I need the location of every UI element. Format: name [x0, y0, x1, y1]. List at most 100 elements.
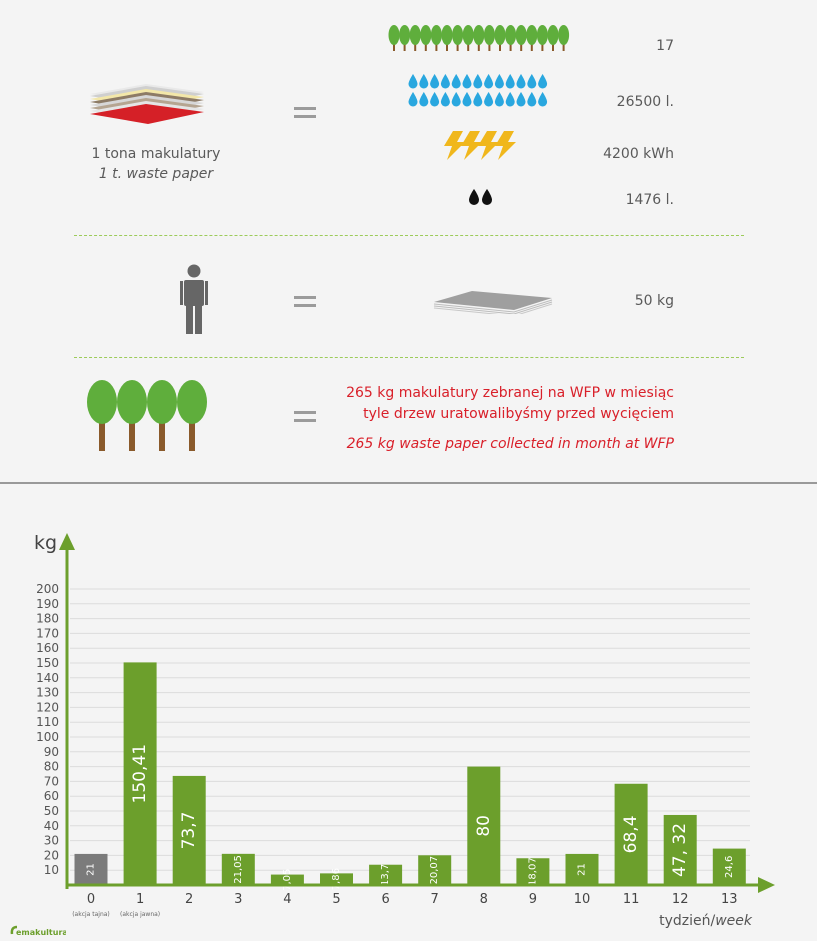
tree-trunk [520, 40, 523, 51]
tree-crown [117, 380, 147, 424]
tree-crown [177, 380, 207, 424]
paper-stack-icon [90, 84, 204, 124]
x-tick-label: 10 [574, 892, 591, 907]
bar-chart: 1020304050607080901001101201301401501601… [34, 532, 775, 929]
logo-text: emakultura [16, 928, 66, 937]
y-tick-label: 100 [36, 730, 59, 744]
tree-trunk [499, 40, 501, 51]
x-tick-label: 6 [381, 892, 389, 907]
y-tick-label: 170 [36, 626, 59, 640]
y-axis-arrow [59, 533, 75, 550]
tree-trunk [530, 40, 533, 51]
bar [565, 853, 599, 885]
water-drop [505, 92, 515, 107]
bar-value-label: 68,4 [621, 815, 641, 853]
tree-trunk [446, 40, 448, 51]
bar [712, 848, 746, 885]
water-drop [484, 92, 494, 107]
x-tick-label: 0 [87, 892, 95, 907]
y-tick-label: 160 [36, 641, 59, 655]
bar-value-label: 21 [86, 863, 97, 876]
bar-value-label: 21 [577, 863, 588, 876]
equals-sign [294, 107, 316, 110]
equals-sign [294, 304, 316, 307]
y-tick-label: 190 [36, 597, 59, 611]
water-drop [505, 74, 515, 89]
bar-value-label: 13,7 [380, 864, 391, 886]
bar [172, 775, 206, 885]
water-drop [440, 74, 450, 89]
tree-icon [388, 25, 570, 51]
section-divider [0, 482, 817, 484]
tree-crown [399, 25, 411, 45]
tree-crown [483, 25, 495, 45]
y-tick-label: 50 [44, 804, 59, 818]
bar-value-label: 21,05 [233, 855, 244, 884]
tree-trunk [129, 418, 135, 451]
water-drop [408, 92, 418, 107]
y-tick-label: 200 [36, 582, 59, 596]
x-tick-label: 11 [623, 892, 640, 907]
y-tick-label: 40 [44, 819, 59, 833]
x-sub-label: (akcja tajna) [72, 911, 110, 918]
water-drop [462, 92, 472, 107]
tree-trunk [477, 40, 480, 51]
tree-crown [420, 25, 432, 45]
y-tick-label: 110 [36, 715, 59, 729]
water-drop [527, 74, 537, 89]
y-tick-label: 20 [44, 848, 59, 862]
lightning-icon [444, 131, 516, 160]
water-drop [462, 74, 472, 89]
water-value: 26500 l. [616, 94, 674, 110]
tree-crown [473, 25, 485, 45]
paper-caption-en: 1 t. waste paper [98, 166, 214, 182]
oil-value: 1476 l. [625, 192, 674, 208]
paper-caption-pl: 1 tona makulatury [91, 146, 221, 162]
logo-icon: emakultura [10, 925, 66, 937]
oil-drop-icon [469, 189, 492, 205]
tree-trunk [509, 40, 512, 51]
equals-sign [294, 419, 316, 422]
x-axis-arrow [758, 877, 775, 893]
x-tick-label: 5 [332, 892, 340, 907]
water-drop [430, 74, 440, 89]
water-drop [451, 74, 461, 89]
paper-sheets-icon [433, 291, 553, 314]
tree-crown [430, 25, 442, 45]
tree-trunk [414, 40, 417, 51]
bar-value-label: 73,7 [179, 812, 199, 850]
water-drop [419, 92, 429, 107]
bar-value-label: 7,86 [331, 868, 342, 890]
water-drop-icon [408, 74, 548, 107]
tree-trunk [159, 418, 165, 451]
tree-crown [441, 25, 453, 45]
water-drop [538, 74, 548, 89]
water-drop [451, 92, 461, 107]
tree-trunk [562, 40, 565, 51]
bar-value-label: 80 [474, 815, 494, 837]
water-drop [527, 92, 537, 107]
equals-sign [294, 411, 316, 414]
x-tick-label: 1 [136, 892, 144, 907]
tree-crown [515, 25, 527, 45]
y-tick-label: 150 [36, 656, 59, 670]
tree-trunk [393, 40, 395, 51]
wfp-text-line3-en: 265 kg waste paper collected in month at… [346, 436, 674, 452]
y-tick-label: 180 [36, 612, 59, 626]
water-drop [473, 74, 483, 89]
tree-trunk [99, 418, 105, 451]
tree-crown [462, 25, 474, 45]
wfp-text-line1: 265 kg makulatury zebranej na WFP w mies… [346, 385, 674, 401]
bar [270, 874, 304, 885]
y-tick-label: 120 [36, 700, 59, 714]
bar [74, 853, 108, 885]
x-sub-label: (akcja jawna) [120, 911, 160, 918]
tree-trunk [424, 40, 427, 51]
x-tick-label: 2 [185, 892, 193, 907]
tree-crown [505, 25, 517, 45]
x-tick-label: 13 [721, 892, 738, 907]
y-axis-label: kg [34, 532, 57, 554]
y-tick-label: 30 [44, 834, 59, 848]
tree-trunk [552, 40, 554, 51]
